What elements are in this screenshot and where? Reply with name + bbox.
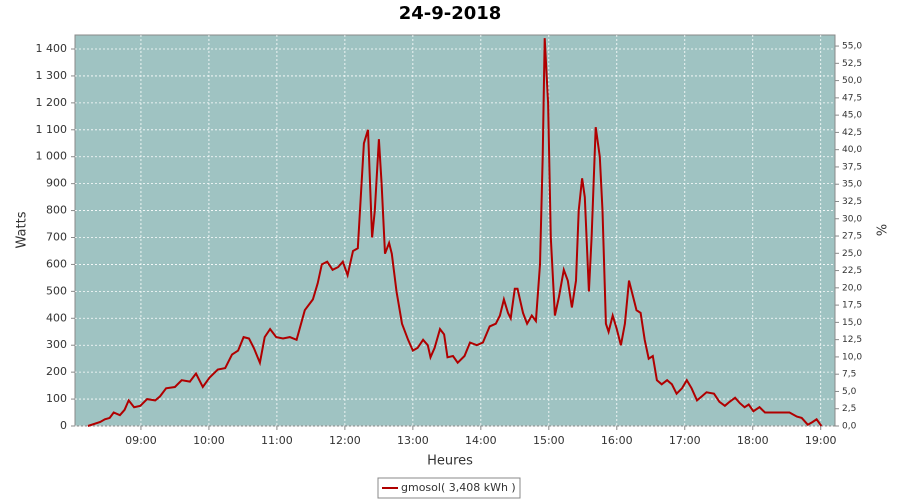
y2-tick-label: 27,5 — [842, 232, 862, 242]
y2-tick-label: 25,0 — [842, 249, 862, 259]
y2-tick-label: 40,0 — [842, 145, 862, 155]
y2-tick-label: 17,5 — [842, 301, 862, 311]
y2-tick-label: 30,0 — [842, 214, 862, 224]
y2-tick-label: 35,0 — [842, 180, 862, 190]
y2-tick-label: 55,0 — [842, 42, 862, 52]
y2-tick-label: 15,0 — [842, 318, 862, 328]
y2-tick-label: 7,5 — [842, 370, 856, 380]
legend-label: gmosol( 3,408 kWh ) — [401, 481, 516, 494]
y2-tick-label: 20,0 — [842, 283, 862, 293]
legend-box — [377, 477, 521, 499]
y2-tick-label: 22,5 — [842, 266, 862, 276]
y2-tick-label: 32,5 — [842, 197, 862, 207]
plot-area — [74, 34, 836, 427]
y2-tick-label: 47,5 — [842, 93, 862, 103]
y2-tick-label: 37,5 — [842, 162, 862, 172]
y2-tick-label: 5,0 — [842, 387, 857, 397]
y-tick-label: 300 — [46, 338, 67, 351]
x-tick-label: 19:00 — [805, 434, 837, 447]
y-tick-label: 600 — [46, 257, 67, 270]
x-tick-label: 12:00 — [329, 434, 361, 447]
x-tick-label: 13:00 — [397, 434, 429, 447]
y-tick-label: 1 100 — [36, 123, 68, 136]
y-tick-label: 700 — [46, 231, 67, 244]
x-axis-title: Heures — [427, 454, 473, 469]
y2-tick-label: 42,5 — [842, 128, 862, 138]
y-tick-label: 1 000 — [36, 150, 68, 163]
y-tick-label: 100 — [46, 392, 67, 405]
y2-tick-label: 45,0 — [842, 111, 862, 121]
chart-title: 24-9-2018 — [399, 3, 502, 24]
y-tick-label: 800 — [46, 204, 67, 217]
y-tick-label: 1 300 — [36, 69, 68, 82]
y2-tick-label: 52,5 — [842, 59, 862, 69]
y2-tick-label: 50,0 — [842, 76, 862, 86]
x-tick-label: 15:00 — [533, 434, 565, 447]
y2-tick-label: 2,5 — [842, 404, 856, 414]
x-tick-label: 18:00 — [737, 434, 769, 447]
y2-tick-label: 12,5 — [842, 335, 862, 345]
data-line — [87, 38, 823, 427]
y2-tick-label: 10,0 — [842, 352, 862, 362]
x-tick-label: 17:00 — [669, 434, 701, 447]
y-tick-label: 900 — [46, 177, 67, 190]
y-tick-label: 1 200 — [36, 96, 68, 109]
x-tick-label: 16:00 — [601, 434, 633, 447]
y-tick-label: 1 400 — [36, 42, 68, 55]
y-tick-label: 200 — [46, 365, 67, 378]
x-tick-label: 11:00 — [261, 434, 293, 447]
y-axis-title: Watts — [15, 211, 30, 248]
x-tick-label: 14:00 — [465, 434, 497, 447]
y-tick-label: 0 — [60, 419, 67, 432]
y-tick-label: 400 — [46, 311, 67, 324]
y2-tick-label: 0,0 — [842, 422, 857, 432]
y-tick-label: 500 — [46, 284, 67, 297]
x-tick-label: 10:00 — [193, 434, 225, 447]
x-tick-label: 09:00 — [125, 434, 157, 447]
y2-axis-title: % — [873, 224, 888, 236]
